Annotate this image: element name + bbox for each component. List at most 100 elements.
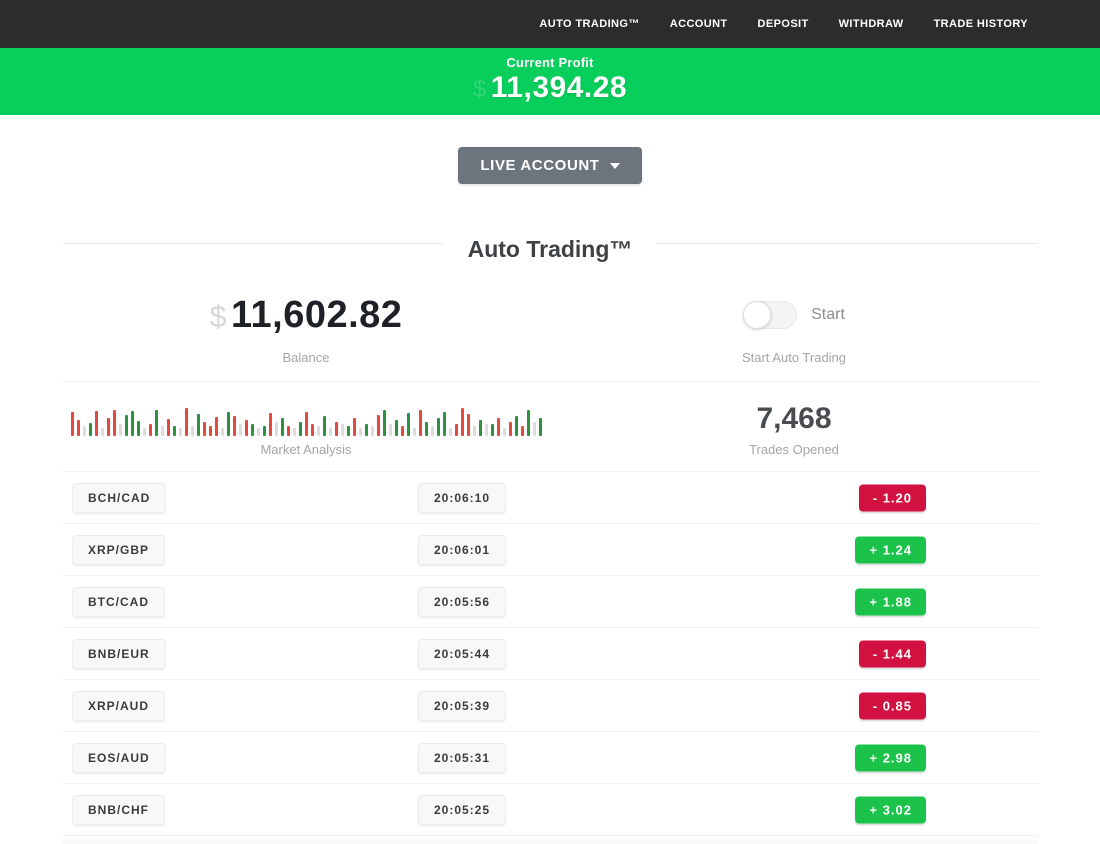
market-bar	[382, 410, 386, 436]
market-bar	[226, 412, 230, 436]
market-bar	[166, 419, 170, 436]
market-bar	[298, 422, 302, 436]
nav-item-deposit[interactable]: DEPOSIT	[757, 18, 809, 30]
market-bar	[418, 410, 422, 436]
market-bar	[250, 424, 254, 436]
trades-opened-stat: 7,468 Trades Opened	[550, 402, 1038, 457]
market-bar	[370, 426, 374, 436]
trade-row: BTC/CAD 20:05:56 + 1.88	[62, 576, 1038, 628]
trade-row: BNB/EUR 20:05:44 - 1.44	[62, 628, 1038, 680]
market-bar	[232, 416, 236, 436]
market-bar	[538, 418, 542, 436]
current-profit-value: $11,394.28	[0, 71, 1100, 105]
market-bar	[484, 424, 488, 436]
result-badge: + 1.24	[855, 536, 926, 563]
market-analysis-chart	[62, 402, 550, 436]
market-analysis-label: Market Analysis	[260, 442, 352, 457]
market-bar	[358, 428, 362, 436]
balance-amount: 11,602.82	[230, 293, 403, 336]
trade-row: BNB/CHF 20:05:25 + 3.02	[62, 784, 1038, 836]
stats-row-market: Market Analysis 7,468 Trades Opened	[62, 381, 1038, 471]
market-bar	[136, 421, 140, 436]
market-bar	[532, 422, 536, 436]
market-bar	[352, 418, 356, 436]
market-bar	[388, 424, 392, 436]
current-profit-label: Current Profit	[506, 55, 594, 70]
market-bar	[286, 426, 290, 436]
trades-opened-label: Trades Opened	[749, 442, 839, 457]
market-bar	[148, 424, 152, 436]
market-bar	[196, 414, 200, 436]
market-bar	[256, 428, 260, 436]
market-bar	[70, 412, 74, 436]
market-bar	[406, 413, 410, 436]
nav-item-auto-trading[interactable]: AUTO TRADING™	[539, 18, 640, 30]
pair-badge: BNB/EUR	[72, 638, 166, 669]
pair-badge: BNB/CHF	[72, 794, 165, 825]
market-bar	[130, 411, 134, 436]
result-badge: + 3.02	[855, 796, 926, 823]
market-bar	[238, 424, 242, 436]
market-bar	[262, 426, 266, 436]
time-badge: 20:05:31	[417, 742, 507, 773]
market-bar	[274, 422, 278, 436]
result-badge: - 0.85	[858, 692, 926, 719]
balance-stat: $11,602.82 Balance	[62, 286, 550, 366]
nav-item-withdraw[interactable]: WITHDRAW	[838, 18, 904, 30]
balance-label: Balance	[282, 350, 330, 365]
market-bar	[490, 424, 494, 436]
market-bar	[454, 424, 458, 436]
nav-item-account[interactable]: ACCOUNT	[669, 18, 728, 30]
market-bar	[190, 426, 194, 436]
market-bar	[472, 426, 476, 436]
next-row-partial	[62, 836, 1038, 844]
market-bar	[304, 412, 308, 436]
live-account-label: LIVE ACCOUNT	[480, 157, 600, 174]
nav-item-trade-history[interactable]: TRADE HISTORY	[933, 18, 1028, 30]
market-bar	[220, 428, 224, 436]
market-bar	[160, 426, 164, 436]
time-badge: 20:05:25	[417, 794, 507, 825]
current-profit-amount: 11,394.28	[490, 71, 628, 104]
trades-list: BCH/CAD 20:06:10 - 1.20 XRP/GBP 20:06:01 + 1.…	[62, 471, 1038, 836]
start-auto-trading-toggle[interactable]: Start	[743, 301, 845, 329]
stats-row-balance: $11,602.82 Balance Start Start Auto Trad…	[62, 258, 1038, 381]
market-bar	[172, 426, 176, 436]
market-bar	[94, 411, 98, 436]
faint-currency-symbol: $	[472, 76, 487, 103]
market-bar	[214, 417, 218, 436]
market-bar	[268, 413, 272, 436]
market-bar	[448, 428, 452, 436]
market-bar	[106, 418, 110, 436]
market-bar	[340, 424, 344, 436]
market-bar	[394, 420, 398, 436]
market-bar	[478, 420, 482, 436]
trade-row: XRP/AUD 20:05:39 - 0.85	[62, 680, 1038, 732]
time-badge: 20:05:44	[417, 638, 507, 669]
market-bar	[376, 415, 380, 436]
market-bar	[430, 426, 434, 436]
balance-value: $11,602.82	[210, 294, 403, 337]
page-title-text: Auto Trading™	[443, 236, 657, 262]
market-bar	[316, 426, 320, 436]
toggle-track[interactable]	[743, 301, 798, 329]
live-account-dropdown-button[interactable]: LIVE ACCOUNT	[458, 147, 642, 184]
market-bar	[142, 428, 146, 436]
result-badge: - 1.44	[858, 640, 926, 667]
market-bar	[322, 416, 326, 436]
result-badge: + 2.98	[855, 744, 926, 771]
time-badge: 20:06:10	[417, 482, 507, 513]
market-bar	[118, 424, 122, 436]
toggle-knob[interactable]	[743, 301, 772, 329]
time-badge: 20:05:39	[417, 690, 507, 721]
market-bar	[124, 415, 128, 436]
market-bar	[466, 414, 470, 436]
market-bar	[184, 408, 188, 436]
market-bar	[208, 426, 212, 436]
market-bar	[88, 423, 92, 436]
trade-row: EOS/AUD 20:05:31 + 2.98	[62, 732, 1038, 784]
market-bar	[508, 422, 512, 436]
trade-row: BCH/CAD 20:06:10 - 1.20	[62, 472, 1038, 524]
market-bar	[292, 428, 296, 436]
top-navigation: AUTO TRADING™ ACCOUNT DEPOSIT WITHDRAW TRADE…	[0, 0, 1100, 48]
